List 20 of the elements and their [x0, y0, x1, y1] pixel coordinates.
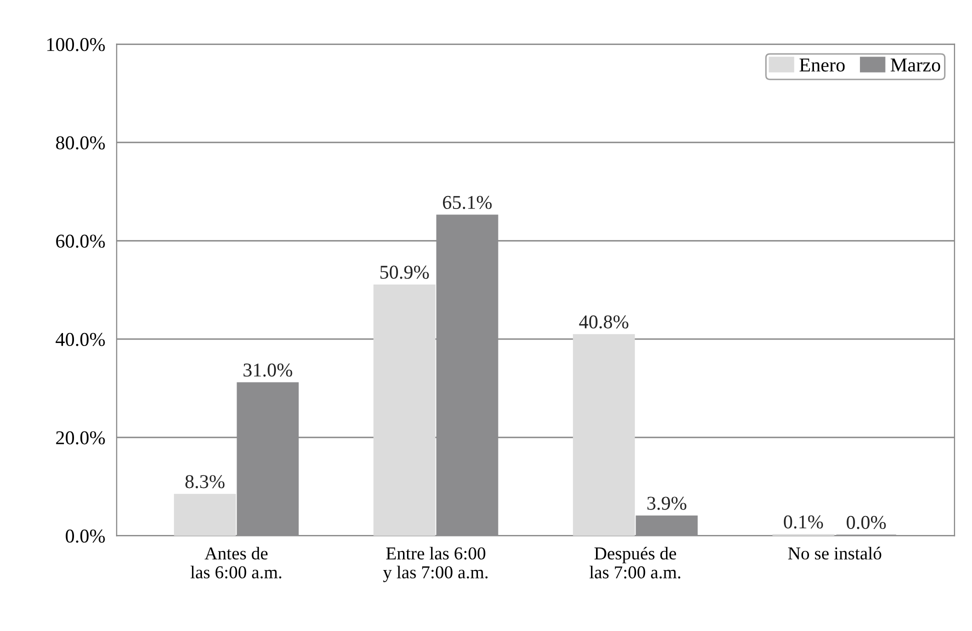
y-tick-label: 20.0%: [56, 431, 105, 444]
data-label: 8.3%: [185, 475, 225, 488]
y-tick-label: 60.0%: [56, 234, 105, 248]
x-tick-label: Entre las 6:00 y las 7:00 a.m.: [383, 546, 488, 582]
y-tick-label: 40.0%: [56, 332, 105, 346]
y-tick-label: 80.0%: [56, 136, 105, 150]
x-tick-label: Después de las 7:00 a.m.: [590, 546, 680, 579]
y-tick-label: 100.0%: [47, 38, 105, 52]
x-tick-label: No se instaló: [788, 546, 882, 560]
data-label: 31.0%: [244, 363, 292, 377]
data-label: 0.1%: [784, 515, 823, 529]
data-label: 50.9%: [380, 266, 429, 279]
x-tick-label: Antes de las 6:00 a.m.: [190, 546, 282, 578]
legend-label: Marzo: [890, 58, 940, 72]
data-label: 40.8%: [579, 315, 628, 329]
legend-label: Enero: [800, 58, 845, 72]
data-label: 65.1%: [442, 196, 492, 210]
data-label: 0.0%: [846, 516, 886, 530]
y-tick-label: 0.0%: [66, 530, 105, 543]
data-label: 3.9%: [647, 496, 686, 510]
